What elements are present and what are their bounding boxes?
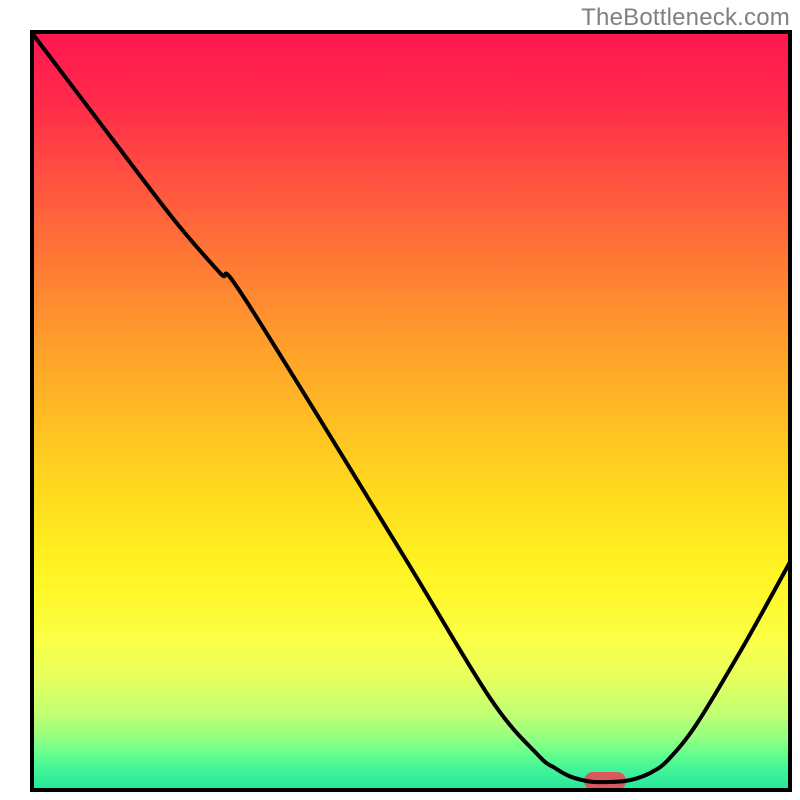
bottleneck-chart: TheBottleneck.com [0,0,800,800]
chart-background [32,32,790,790]
chart-svg [0,0,800,800]
watermark-text: TheBottleneck.com [581,4,790,32]
